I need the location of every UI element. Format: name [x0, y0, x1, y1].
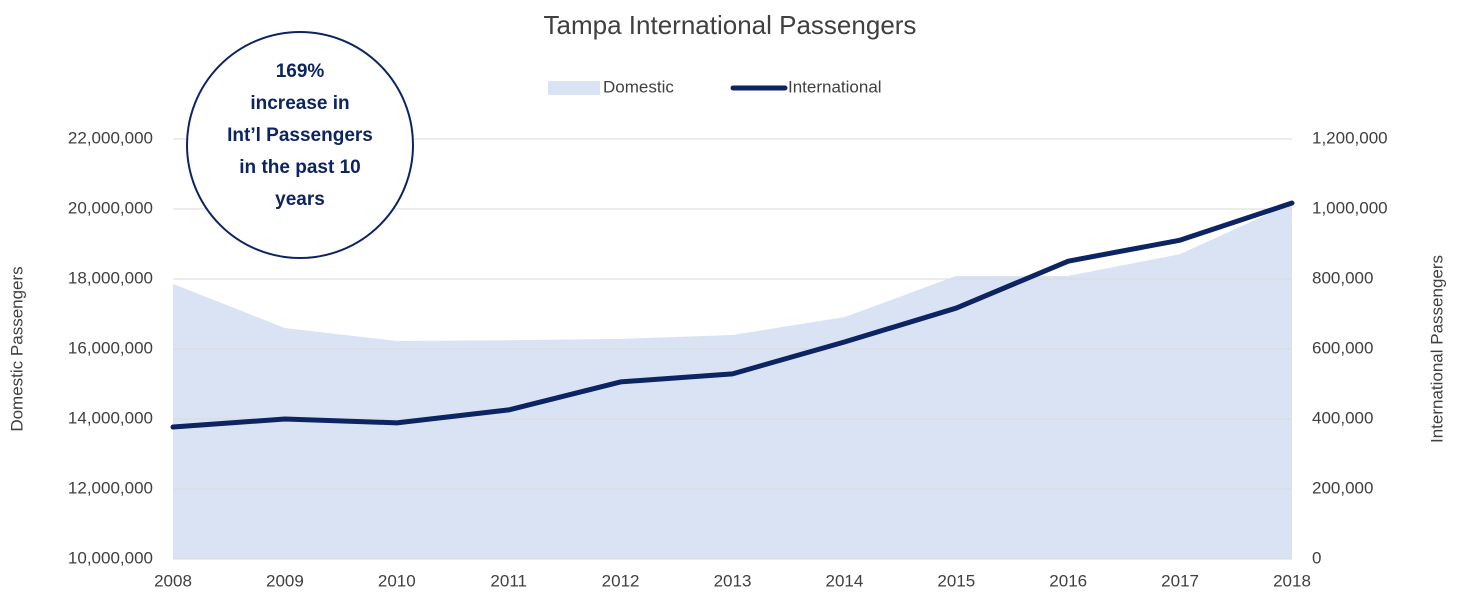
chart-title: Tampa International Passengers	[544, 10, 917, 40]
y2-axis-label: International Passengers	[1427, 255, 1446, 443]
x-tick-label: 2012	[602, 571, 640, 590]
legend-swatch	[548, 81, 600, 95]
annotation-circle	[186, 31, 414, 259]
y2-tick-label: 1,200,000	[1312, 128, 1388, 147]
annotation-text: increase in	[250, 93, 349, 114]
y2-tick-label: 200,000	[1312, 478, 1373, 497]
x-tick-label: 2008	[154, 571, 192, 590]
legend-label: Domestic	[603, 77, 674, 96]
y-axis-label: Domestic Passengers	[7, 266, 26, 431]
y-tick-label: 10,000,000	[68, 548, 153, 567]
x-tick-label: 2013	[714, 571, 752, 590]
y-tick-label: 12,000,000	[68, 478, 153, 497]
x-tick-label: 2018	[1273, 571, 1311, 590]
x-tick-label: 2015	[937, 571, 975, 590]
y-tick-label: 18,000,000	[68, 268, 153, 287]
area	[173, 203, 1292, 560]
annotation-text: in the past 10	[239, 157, 360, 178]
y2-tick-label: 400,000	[1312, 408, 1373, 427]
annotation-text: 169%	[276, 61, 325, 82]
x-tick-label: 2009	[266, 571, 304, 590]
x-tick-label: 2010	[378, 571, 416, 590]
y2-tick-label: 0	[1312, 548, 1321, 567]
x-tick-label: 2017	[1161, 571, 1199, 590]
line	[170, 200, 1295, 430]
y-tick-label: 20,000,000	[68, 198, 153, 217]
y-tick-label: 22,000,000	[68, 128, 153, 147]
x-tick-label: 2016	[1049, 571, 1087, 590]
x-tick-label: 2011	[490, 571, 527, 590]
y2-tick-label: 800,000	[1312, 268, 1373, 287]
x-tick-label: 2014	[825, 571, 863, 590]
y2-tick-label: 1,000,000	[1312, 198, 1388, 217]
annotation-text: Int’l Passengers	[227, 125, 373, 146]
legend-label: International	[788, 77, 882, 96]
y2-tick-label: 600,000	[1312, 338, 1373, 357]
annotation-text: years	[275, 189, 325, 210]
y-tick-label: 14,000,000	[68, 408, 153, 427]
y-tick-label: 16,000,000	[68, 338, 153, 357]
